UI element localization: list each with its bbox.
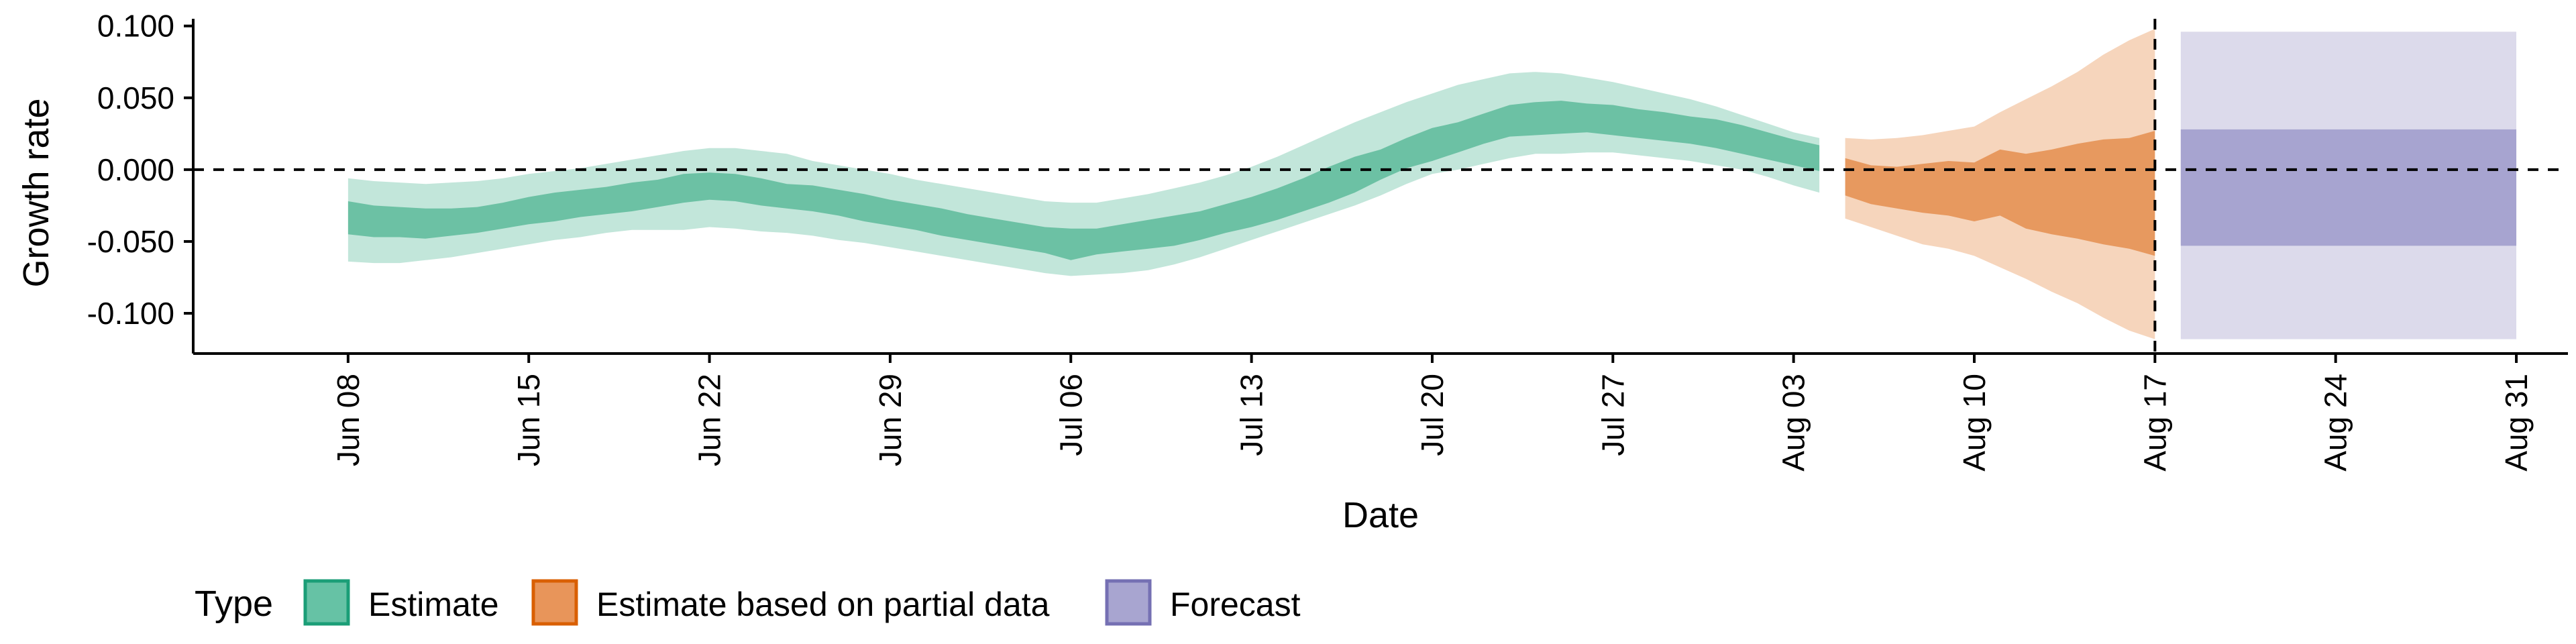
y-tick-label: -0.050 bbox=[87, 224, 174, 259]
estimate-inner-band bbox=[347, 101, 1820, 260]
x-tick-label: Jul 13 bbox=[1234, 374, 1269, 456]
x-tick-label: Aug 03 bbox=[1776, 374, 1811, 472]
legend-label: Forecast bbox=[1170, 586, 1301, 623]
x-tick-label: Jun 22 bbox=[692, 374, 727, 466]
x-tick-label: Jul 06 bbox=[1053, 374, 1088, 456]
y-tick-label: -0.100 bbox=[87, 296, 174, 331]
legend-label: Estimate bbox=[368, 586, 499, 623]
x-tick-label: Aug 10 bbox=[1957, 374, 1992, 472]
y-tick-label: 0.100 bbox=[97, 9, 174, 44]
estimate-outer-band bbox=[347, 72, 1820, 276]
tick-labels: 0.100 0.050 0.000 -0.050 -0.100 Jun 08 Jun 15 J… bbox=[87, 9, 2534, 472]
x-tick-label: Jun 08 bbox=[331, 374, 366, 466]
y-axis-title: Growth rate bbox=[16, 98, 56, 287]
y-tick-label: 0.050 bbox=[97, 80, 174, 115]
legend-title: Type bbox=[195, 584, 273, 624]
legend-key bbox=[1105, 579, 1152, 626]
y-tick-label: 0.000 bbox=[97, 152, 174, 187]
x-tick-label: Jun 15 bbox=[511, 374, 546, 466]
reference-lines bbox=[193, 19, 2568, 354]
x-tick-label: Aug 31 bbox=[2499, 374, 2534, 472]
forecast-inner-band bbox=[2180, 129, 2517, 246]
x-tick-label: Aug 24 bbox=[2318, 374, 2353, 472]
legend-label: Estimate based on partial data bbox=[596, 586, 1050, 623]
plot-area bbox=[347, 29, 2517, 339]
axes bbox=[184, 19, 2568, 363]
x-tick-label: Jun 29 bbox=[873, 374, 908, 466]
legend-key bbox=[531, 579, 578, 626]
legend: Type Estimate Estimate based on partial d… bbox=[195, 579, 1301, 626]
x-tick-label: Aug 17 bbox=[2137, 374, 2172, 472]
x-axis-title: Date bbox=[1342, 495, 1419, 535]
x-tick-label: Jul 20 bbox=[1415, 374, 1450, 456]
x-tick-label: Jul 27 bbox=[1595, 374, 1630, 456]
legend-key bbox=[303, 579, 350, 626]
estimate-based-on-partial-data-inner-band bbox=[1845, 131, 2155, 256]
